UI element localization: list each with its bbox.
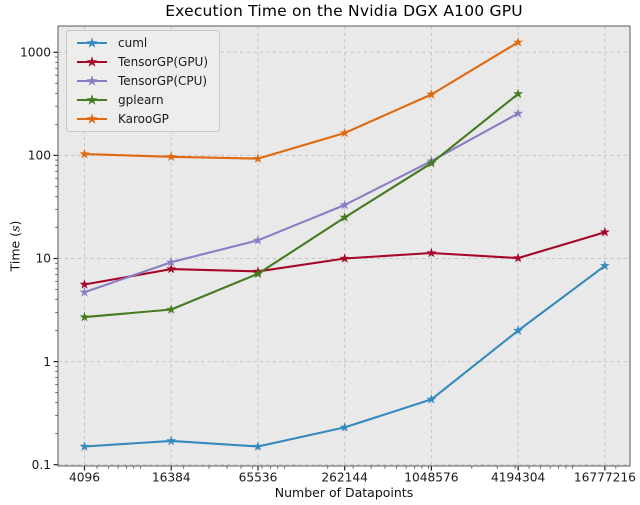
data-point-marker bbox=[513, 88, 524, 99]
series-karoogp bbox=[79, 37, 524, 163]
svg-text:4194304: 4194304 bbox=[491, 471, 546, 485]
series-cuml bbox=[79, 260, 610, 451]
chart-title: Execution Time on the Nvidia DGX A100 GP… bbox=[165, 2, 523, 20]
svg-text:1: 1 bbox=[43, 355, 51, 369]
svg-text:65536: 65536 bbox=[239, 471, 278, 485]
legend-label: gplearn bbox=[118, 92, 164, 107]
data-point-marker bbox=[513, 325, 524, 335]
data-point-marker bbox=[79, 287, 90, 297]
data-point-marker bbox=[166, 435, 177, 446]
legend-entry-tensorgp-cpu: TensorGP(CPU) bbox=[67, 73, 219, 89]
svg-text:10: 10 bbox=[35, 252, 51, 266]
data-point-marker bbox=[426, 157, 437, 168]
data-point-marker bbox=[166, 304, 177, 314]
legend-entry-karoogp: KarooGP bbox=[67, 111, 219, 127]
data-point-marker bbox=[426, 89, 437, 99]
legend-entry-cuml: cuml bbox=[67, 35, 219, 51]
legend-entry-gplearn: gplearn bbox=[67, 92, 219, 108]
data-point-marker bbox=[513, 37, 524, 47]
data-point-marker bbox=[339, 127, 350, 138]
y-axis-label: Time (s) bbox=[7, 220, 23, 272]
legend-line-marker-icon bbox=[77, 112, 107, 124]
data-point-marker bbox=[339, 422, 350, 432]
data-point-marker bbox=[79, 148, 90, 159]
data-point-marker bbox=[513, 108, 524, 118]
data-point-marker bbox=[339, 212, 350, 222]
svg-text:1000: 1000 bbox=[20, 46, 51, 60]
svg-text:100: 100 bbox=[28, 149, 51, 163]
major-ticks bbox=[53, 51, 606, 471]
data-point-marker bbox=[252, 268, 263, 279]
legend-label: KarooGP bbox=[118, 111, 169, 126]
legend-label: cuml bbox=[118, 36, 148, 51]
legend-line-marker-icon bbox=[77, 93, 107, 105]
legend-line-marker-icon bbox=[77, 56, 107, 67]
legend-line-marker-icon bbox=[77, 37, 107, 49]
x-tick-labels: 4096 16384 65536 262144 1048576 4194304 167772… bbox=[69, 471, 636, 485]
data-point-marker bbox=[599, 260, 610, 271]
svg-text:262144: 262144 bbox=[321, 471, 368, 485]
data-point-marker bbox=[166, 263, 177, 274]
series-line bbox=[84, 112, 519, 294]
data-point-marker bbox=[79, 441, 90, 451]
legend-label: TensorGP(GPU) bbox=[118, 55, 209, 70]
data-point-marker bbox=[426, 394, 437, 404]
data-point-marker bbox=[79, 311, 90, 322]
y-tick-labels: 0.1 1 10 100 1000 bbox=[20, 46, 51, 472]
data-point-marker bbox=[79, 279, 90, 289]
data-point-marker bbox=[252, 441, 263, 451]
series-gplearn bbox=[79, 88, 524, 322]
svg-text:16777216: 16777216 bbox=[574, 471, 636, 485]
series-line bbox=[84, 41, 519, 160]
x-axis-label: Number of Datapoints bbox=[274, 485, 414, 500]
data-point-marker bbox=[513, 252, 524, 263]
legend: cuml TensorGP(GPU) TensorGP(CPU) gplearn… bbox=[66, 30, 220, 132]
data-point-marker bbox=[252, 153, 263, 163]
svg-text:16384: 16384 bbox=[152, 471, 191, 485]
series-line bbox=[84, 93, 519, 319]
data-point-marker bbox=[339, 253, 350, 263]
legend-line-marker-icon bbox=[77, 75, 107, 86]
data-point-marker bbox=[339, 199, 350, 210]
legend-label: TensorGP(CPU) bbox=[118, 73, 208, 88]
data-point-marker bbox=[426, 247, 437, 258]
svg-text:1048576: 1048576 bbox=[404, 471, 458, 485]
plot-border bbox=[57, 25, 631, 467]
data-point-marker bbox=[166, 256, 177, 267]
data-point-marker bbox=[599, 226, 610, 237]
data-point-marker bbox=[252, 235, 263, 245]
svg-text:0.1: 0.1 bbox=[32, 458, 51, 472]
legend-entry-tensorgp-gpu: TensorGP(GPU) bbox=[67, 54, 219, 70]
data-point-marker bbox=[166, 151, 177, 162]
svg-text:4096: 4096 bbox=[69, 471, 100, 485]
